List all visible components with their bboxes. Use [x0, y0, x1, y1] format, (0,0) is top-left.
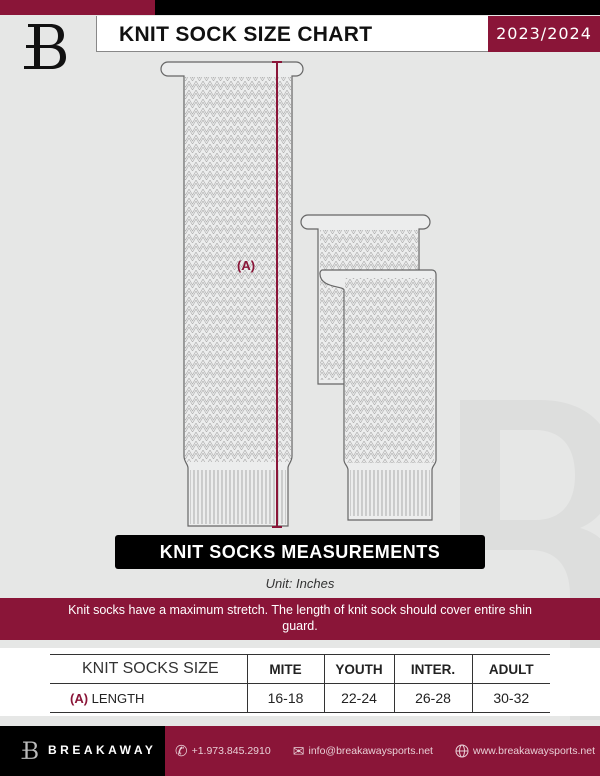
footer-contact-area: [165, 726, 600, 776]
footer-contacts: ✆ +1.973.845.2910 ✉ info@breakawaysports…: [175, 726, 595, 776]
long-sock: [160, 61, 304, 527]
cell-youth: 22-24: [323, 683, 394, 713]
table-header-row: KNIT SOCKS SIZE MITE YOUTH INTER. ADULT: [50, 654, 550, 684]
season-badge: 2023/2024: [488, 16, 600, 52]
unit-label: Unit: Inches: [265, 576, 335, 591]
stretch-note: Knit socks have a maximum stretch. The l…: [0, 598, 600, 640]
watermark-logo: [460, 400, 600, 720]
header-size: KNIT SOCKS SIZE: [50, 654, 247, 684]
length-measure-line: [272, 61, 282, 528]
email-link[interactable]: info@breakawaysports.net: [308, 745, 433, 757]
measurements-banner: KNIT SOCKS MEASUREMENTS: [115, 535, 485, 569]
short-sock-front: [319, 269, 437, 521]
phone-number[interactable]: +1.973.845.2910: [191, 745, 271, 757]
phone-contact[interactable]: ✆ +1.973.845.2910: [175, 742, 271, 760]
cell-adult: 30-32: [471, 683, 550, 713]
size-table-container: KNIT SOCKS SIZE MITE YOUTH INTER. ADULT …: [0, 648, 600, 716]
row-name: LENGTH: [91, 690, 145, 706]
top-bar-accent: [0, 0, 155, 15]
brand-name: BREAKAWAY: [48, 743, 157, 757]
phone-icon: ✆: [175, 743, 188, 760]
header-inter: INTER.: [393, 654, 472, 684]
top-bar: [155, 0, 600, 15]
cell-mite: 16-18: [246, 683, 324, 713]
header-mite: MITE: [246, 654, 324, 684]
footer-logo: [21, 741, 38, 759]
size-table: KNIT SOCKS SIZE MITE YOUTH INTER. ADULT …: [50, 654, 550, 713]
cell-inter: 26-28: [393, 683, 472, 713]
globe-icon: [455, 744, 469, 758]
table-row: (A) LENGTH 16-18 22-24 26-28 30-32: [50, 683, 550, 713]
email-contact[interactable]: ✉ info@breakawaysports.net: [293, 743, 433, 760]
website-contact[interactable]: www.breakawaysports.net: [455, 744, 595, 758]
breakaway-logo: [24, 24, 66, 69]
header-youth: YOUTH: [323, 654, 394, 684]
page-title: KNIT SOCK SIZE CHART: [119, 23, 373, 46]
measure-label: (A): [237, 258, 256, 273]
row-label: (A) LENGTH: [50, 683, 247, 713]
mail-icon: ✉: [292, 742, 305, 759]
header-adult: ADULT: [471, 654, 550, 684]
website-link[interactable]: www.breakawaysports.net: [473, 745, 595, 757]
title-box: KNIT SOCK SIZE CHART: [96, 16, 488, 52]
row-code: (A): [70, 690, 89, 706]
sock-diagram: [160, 61, 437, 528]
